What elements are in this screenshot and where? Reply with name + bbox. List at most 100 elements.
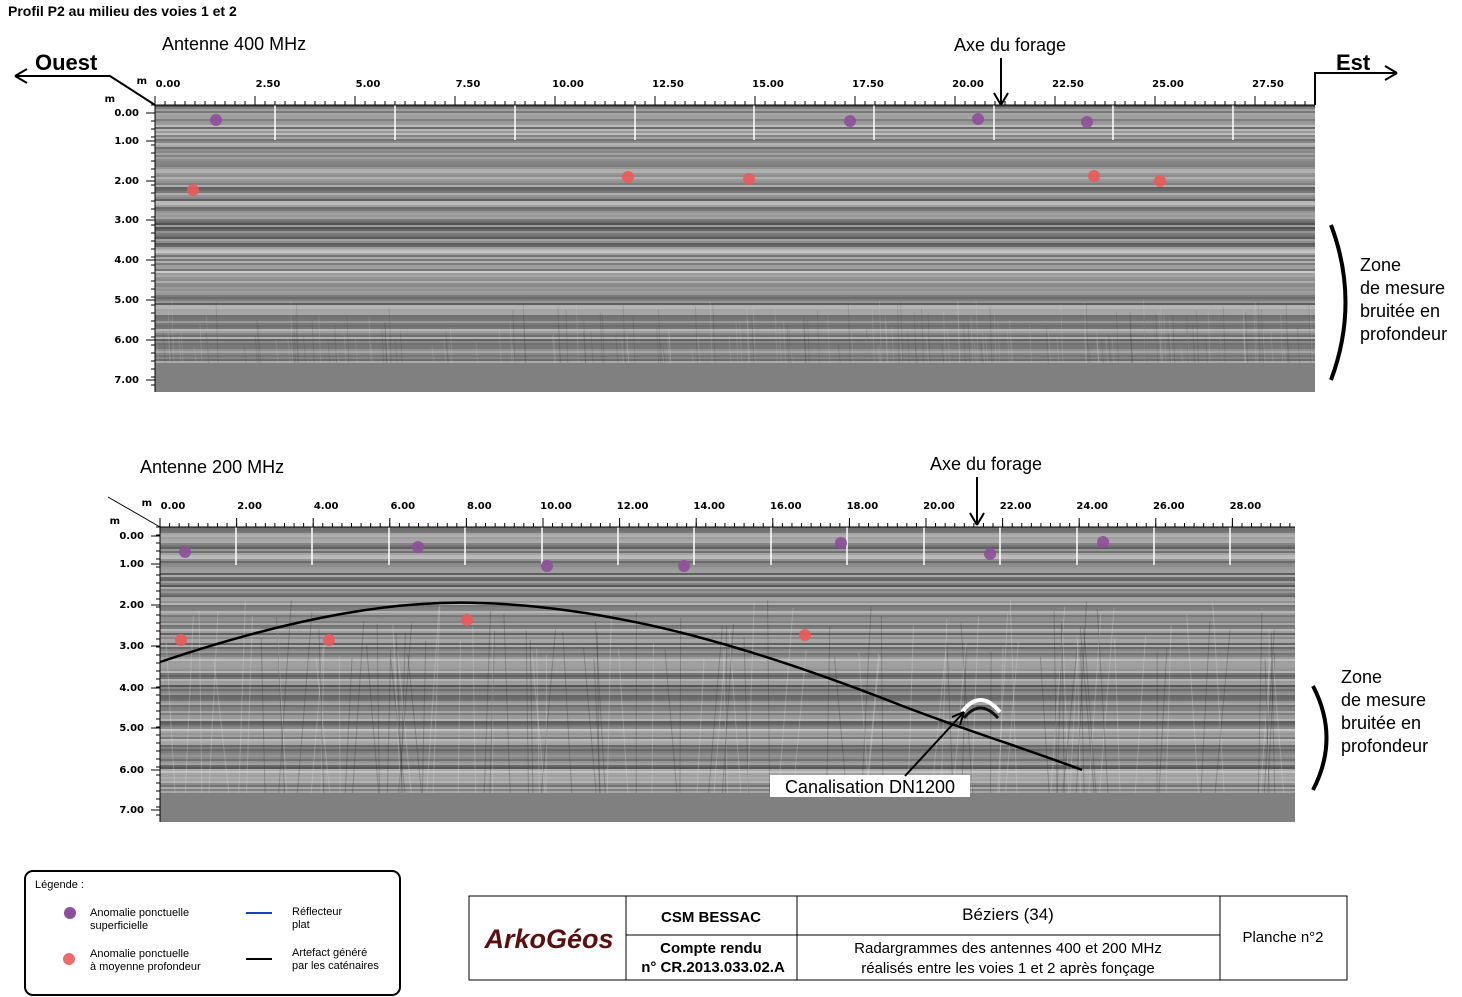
noise-line	[1159, 336, 1163, 364]
noise-line	[178, 335, 182, 364]
stripe	[160, 609, 1295, 611]
stripe	[160, 617, 1295, 619]
stripe	[160, 613, 1295, 615]
stripe	[155, 109, 1315, 111]
noise-line	[1060, 304, 1064, 364]
stripe	[155, 325, 1315, 327]
noise-line	[1143, 300, 1147, 364]
noise-line	[632, 315, 636, 364]
noise-line	[1242, 315, 1246, 364]
noise-line	[1134, 635, 1147, 794]
stripe	[160, 587, 1295, 589]
stripe	[160, 589, 1295, 591]
noise-line	[168, 320, 172, 364]
noise-line	[1083, 627, 1097, 794]
stripe	[155, 237, 1315, 239]
stripe	[160, 641, 1295, 643]
noise-line	[725, 626, 728, 794]
noise-line	[651, 643, 654, 794]
stripe	[160, 673, 1295, 675]
noise-line	[421, 640, 427, 794]
noise-line	[866, 655, 881, 794]
pipe-reflection	[962, 706, 1000, 720]
stripe	[160, 535, 1295, 537]
stripe	[160, 647, 1295, 649]
mid-depth-anomaly	[175, 634, 187, 646]
shallow-anomaly	[835, 537, 847, 549]
noise-line	[1076, 635, 1081, 794]
stripe	[155, 267, 1315, 269]
legend-box	[24, 870, 401, 996]
depth-tick-label: 3.00	[119, 641, 144, 652]
noise-line	[311, 320, 315, 364]
noise-line	[913, 312, 917, 364]
stripe	[160, 709, 1295, 711]
x-tick-label: 20.00	[923, 501, 955, 512]
stripe	[155, 153, 1315, 155]
noise-line	[1264, 659, 1270, 794]
stripe	[155, 185, 1315, 187]
noise-line	[399, 331, 403, 364]
legend-text: superficielle	[90, 920, 148, 932]
stripe	[155, 287, 1315, 289]
stripe	[155, 125, 1315, 127]
mid-depth-anomaly	[743, 173, 755, 185]
noise-line	[1222, 306, 1226, 364]
stripe	[155, 231, 1315, 233]
depth-tick-label: 2.00	[119, 600, 144, 611]
noise-line	[1075, 601, 1087, 794]
noise-line	[866, 338, 870, 364]
noise-line	[295, 321, 299, 364]
noise-line	[1163, 313, 1167, 364]
stripe	[160, 683, 1295, 685]
noise-line	[1267, 652, 1276, 794]
x-unit: m	[137, 76, 147, 87]
stripe	[160, 775, 1295, 777]
noise-line	[896, 302, 900, 364]
noise-line	[254, 336, 258, 364]
noise-line	[395, 633, 403, 794]
x-tick-label: 10.00	[552, 79, 584, 90]
noise-line	[1083, 328, 1087, 364]
shallow-anomaly	[984, 548, 996, 560]
noise-line	[712, 302, 716, 364]
stripe	[160, 755, 1295, 757]
stripe	[160, 571, 1295, 573]
stripe	[160, 777, 1295, 779]
stripe	[160, 789, 1295, 791]
noise-line	[1186, 613, 1200, 794]
dead-zone	[160, 793, 1295, 822]
stripe	[155, 245, 1315, 247]
noise-line	[1185, 317, 1189, 364]
noise-line	[509, 321, 513, 364]
stripe	[155, 161, 1315, 163]
stripe	[155, 159, 1315, 161]
noise-line	[512, 309, 516, 364]
stripe	[155, 133, 1315, 135]
stripe	[155, 121, 1315, 123]
stripe	[155, 119, 1315, 121]
noise-line	[431, 346, 435, 364]
noise-line	[696, 658, 705, 794]
axis-arrow	[969, 477, 985, 526]
noise-line	[238, 600, 246, 794]
stripe	[155, 331, 1315, 333]
legend-text: Réflecteur	[292, 906, 342, 918]
stripe	[155, 175, 1315, 177]
noise-line	[865, 329, 869, 364]
noise-line	[1129, 311, 1133, 364]
stripe	[155, 323, 1315, 325]
noise-line	[967, 321, 971, 364]
noise-line	[352, 620, 365, 794]
noise-line	[850, 331, 854, 364]
stripe	[160, 625, 1295, 627]
noise-line	[816, 310, 820, 364]
stripe	[155, 223, 1315, 225]
noise-line	[1085, 303, 1089, 364]
noise-line	[318, 629, 325, 794]
noise-line	[615, 334, 619, 364]
noise-line	[1080, 649, 1085, 794]
description: réalisés entre les voies 1 et 2 après fo…	[861, 960, 1155, 977]
noise-line	[1196, 310, 1200, 364]
stripe	[155, 211, 1315, 213]
